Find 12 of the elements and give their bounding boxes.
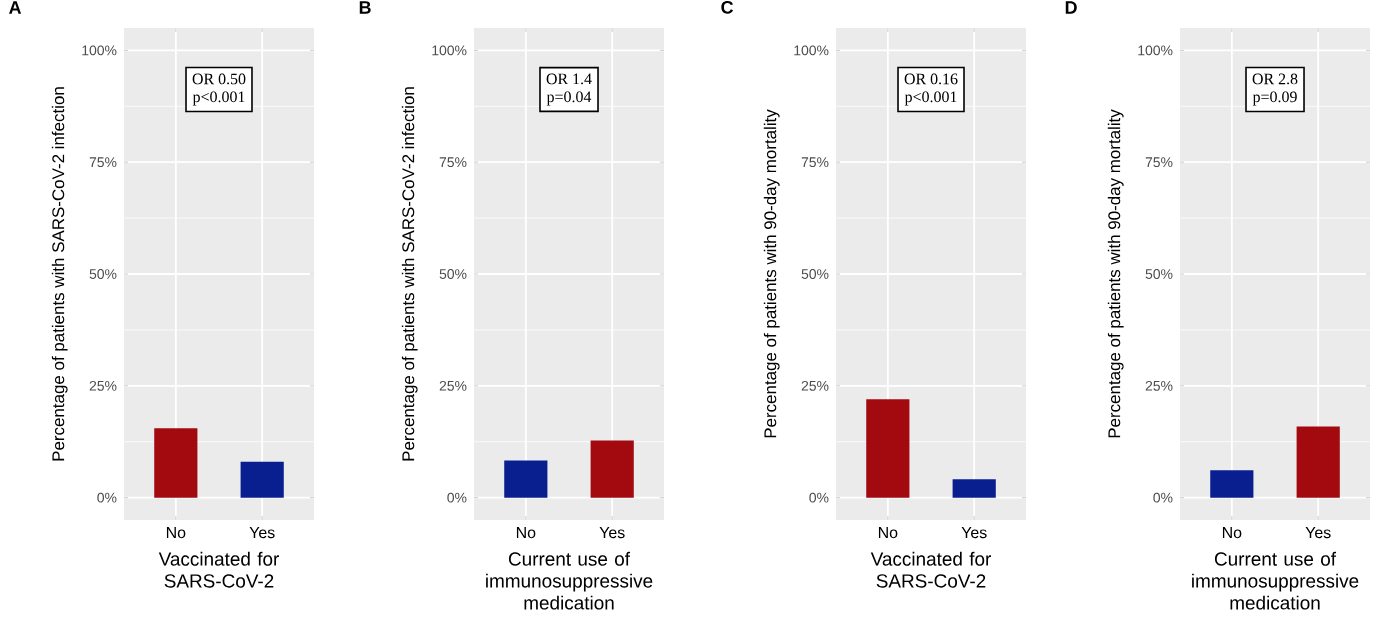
- y-axis-title: Percentage of patients with SARS-CoV-2 infection: [401, 87, 418, 461]
- x-axis-title: Current use of immunosuppressive medication: [1192, 551, 1359, 610]
- y-axis-title: Percentage of patients with SARS-CoV-2 infection: [51, 87, 68, 461]
- x-axis-title: Vaccinated for SARS-CoV-2: [158, 551, 280, 588]
- chart-title: C: [721, 0, 734, 14]
- chart-title: D: [1065, 1, 1077, 14]
- y-axis-title: Percentage of patients with 90-day mortality: [763, 109, 780, 438]
- x-axis-title: Current use of immunosuppressive medication: [486, 551, 653, 610]
- chart-title: B: [359, 1, 371, 14]
- y-axis-title: Percentage of patients with 90-day mortality: [1107, 109, 1124, 438]
- x-axis-title: Vaccinated for SARS-CoV-2: [870, 551, 992, 588]
- chart-title: A: [9, 1, 22, 14]
